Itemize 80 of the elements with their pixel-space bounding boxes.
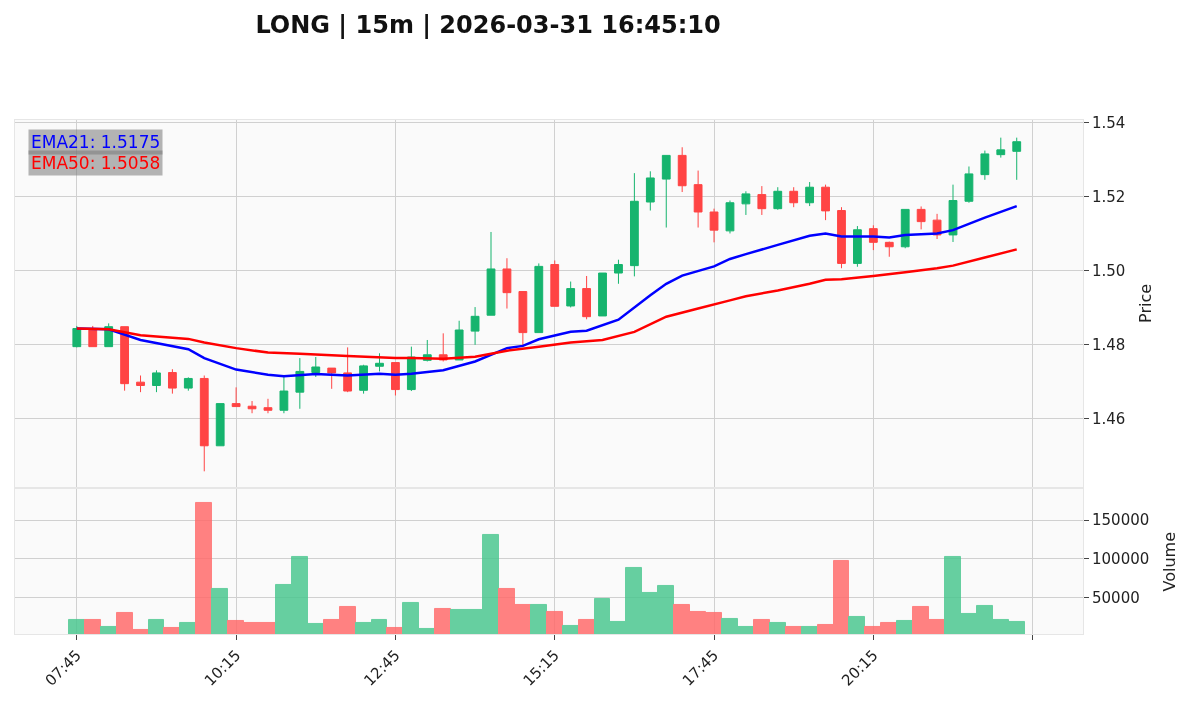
candlestick bbox=[996, 137, 1006, 159]
candlestick bbox=[805, 181, 815, 207]
bar bbox=[753, 618, 770, 635]
y-tick-label: 50000 bbox=[1092, 589, 1140, 608]
candlestick bbox=[263, 398, 273, 414]
candlestick bbox=[853, 225, 862, 268]
candlestick bbox=[375, 352, 384, 372]
candlestick bbox=[916, 205, 926, 230]
y-axis-title: Volume bbox=[1159, 531, 1179, 592]
bar bbox=[179, 621, 196, 635]
candlestick bbox=[661, 154, 671, 229]
bar bbox=[769, 621, 786, 635]
candlestick bbox=[167, 368, 177, 395]
candlestick bbox=[199, 375, 209, 472]
candlestick bbox=[88, 325, 98, 348]
candlestick bbox=[391, 362, 400, 396]
bar bbox=[546, 610, 563, 635]
text: EMA21: 1.5175 bbox=[31, 132, 161, 152]
y-tick-label: 1.48 bbox=[1092, 336, 1126, 355]
candlestick bbox=[693, 170, 703, 229]
candlestick bbox=[964, 166, 974, 204]
candlestick bbox=[470, 306, 480, 346]
y-tick-label: 100000 bbox=[1092, 550, 1150, 569]
candlestick bbox=[980, 150, 990, 181]
candlestick bbox=[821, 184, 830, 221]
bar bbox=[578, 618, 595, 635]
candlestick bbox=[486, 231, 496, 316]
bar bbox=[896, 619, 913, 635]
candlestick bbox=[725, 200, 735, 234]
candlestick bbox=[884, 241, 894, 258]
candlestick bbox=[454, 320, 464, 361]
candlestick bbox=[948, 184, 958, 243]
y-tick-label: 1.54 bbox=[1092, 114, 1126, 133]
candlestick bbox=[247, 400, 257, 414]
bar bbox=[148, 618, 164, 635]
candlestick bbox=[215, 403, 225, 447]
candlestick bbox=[327, 367, 337, 390]
candlestick bbox=[645, 170, 655, 212]
candlestick bbox=[120, 326, 130, 392]
bar bbox=[530, 603, 547, 635]
bar bbox=[68, 618, 85, 635]
candlestick bbox=[518, 291, 528, 348]
candlestick bbox=[534, 262, 544, 334]
candlestick bbox=[837, 206, 846, 269]
text: EMA50: 1.5058 bbox=[31, 153, 161, 173]
y-tick-label: 1.50 bbox=[1092, 262, 1126, 281]
candlestick bbox=[629, 172, 639, 277]
bar bbox=[848, 615, 865, 635]
candlestick bbox=[709, 208, 719, 243]
y-axis-title: Price bbox=[1136, 283, 1156, 323]
candlestick bbox=[279, 375, 289, 414]
candlestick bbox=[550, 259, 560, 307]
bar bbox=[211, 587, 228, 635]
candlestick bbox=[136, 375, 145, 393]
candlestick bbox=[311, 356, 321, 378]
candlestick bbox=[502, 257, 512, 310]
line-series bbox=[75, 248, 1018, 361]
candlestick bbox=[757, 185, 767, 216]
candlestick bbox=[183, 376, 193, 392]
candlestick bbox=[582, 275, 591, 320]
candlestick bbox=[295, 357, 305, 410]
candlestick bbox=[900, 208, 910, 249]
candlestick bbox=[152, 369, 161, 393]
bar bbox=[195, 501, 212, 635]
candlestick bbox=[614, 259, 623, 285]
y-tick-label: 1.52 bbox=[1092, 188, 1126, 207]
candlestick bbox=[677, 146, 687, 193]
candlestick bbox=[598, 272, 607, 317]
y-tick-label: 150000 bbox=[1092, 511, 1150, 530]
candlestick bbox=[773, 186, 783, 211]
candlestick bbox=[566, 281, 576, 308]
chart-title: LONG | 15m | 2026-03-31 16:45:10 bbox=[255, 11, 721, 40]
candlestick bbox=[789, 186, 799, 208]
bar bbox=[434, 607, 451, 635]
candlestick bbox=[231, 386, 241, 408]
y-tick-label: 1.46 bbox=[1092, 410, 1126, 429]
candlestick bbox=[741, 190, 751, 216]
candlestick bbox=[1012, 137, 1022, 181]
bar bbox=[84, 618, 101, 635]
candlestick bbox=[72, 325, 82, 348]
